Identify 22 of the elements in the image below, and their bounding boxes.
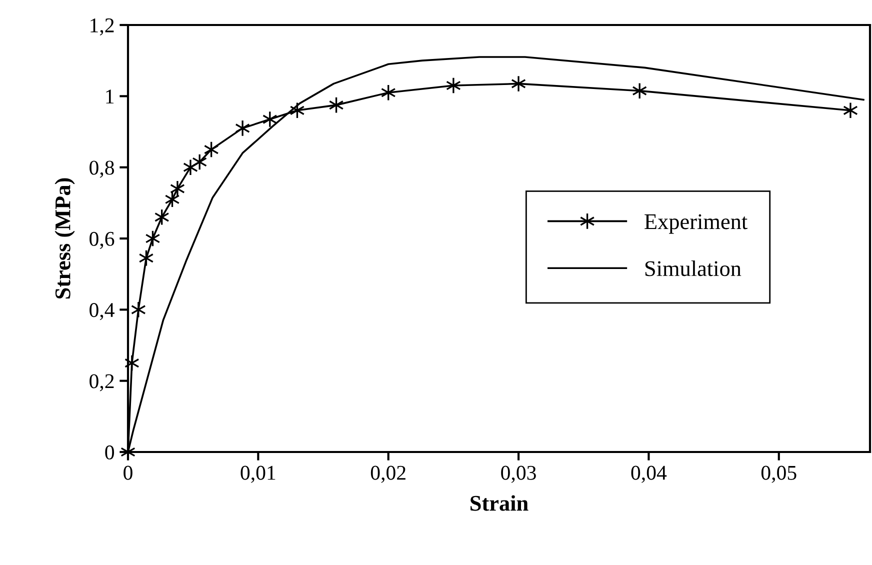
x-tick-label: 0,02	[370, 466, 406, 483]
y-tick-label: 1	[106, 90, 114, 104]
point	[843, 102, 858, 119]
point	[446, 77, 461, 94]
x-tick-label: 0	[124, 466, 132, 480]
legend-label: Simulation	[645, 260, 742, 276]
x-tick-label: 0,04	[631, 466, 667, 483]
x-axis-title: Strain	[470, 495, 528, 511]
y-tick-label: 1,2	[90, 18, 114, 36]
legend-label: Experiment	[644, 214, 748, 234]
point	[235, 120, 250, 137]
x-tick-label: 0,05	[761, 466, 796, 483]
point	[511, 75, 526, 92]
y-tick-label: 0,8	[90, 160, 114, 178]
x-tick-label: 0,01	[240, 466, 276, 483]
y-tick-label: 0,2	[90, 374, 114, 392]
x-tick-label: 0,03	[501, 466, 536, 483]
y-axis-title: Stress (MPa)	[54, 178, 75, 299]
y-tick-label: 0,4	[90, 303, 114, 320]
point	[170, 180, 185, 198]
y-tick-label: 0	[105, 445, 114, 460]
y-tick-label: 0,6	[90, 232, 114, 249]
